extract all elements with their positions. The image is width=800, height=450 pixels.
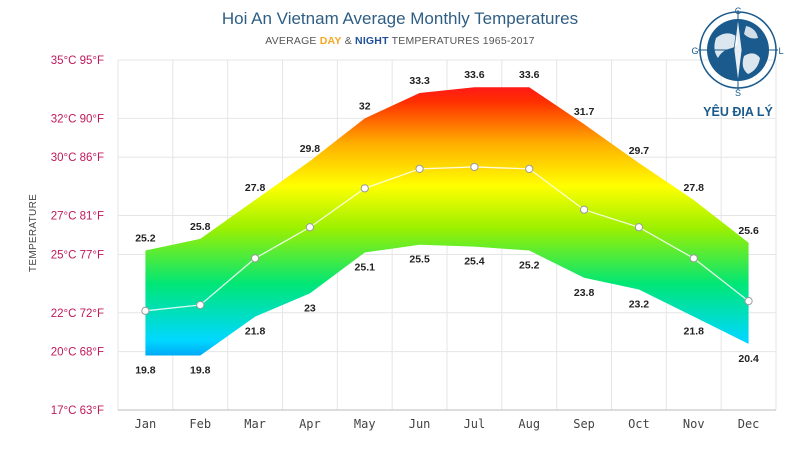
mean-point [689, 254, 698, 263]
night-value-label: 23.8 [574, 287, 595, 299]
y-axis-label: TEMPERATURE [28, 194, 39, 272]
x-tick-label: Sep [573, 417, 595, 431]
svg-text:S: S [735, 88, 741, 98]
logo-text: YÊU ĐỊA LÝ [703, 104, 773, 119]
day-value-label: 32 [359, 100, 371, 112]
y-tick-label: 17°C 63°F [51, 405, 104, 417]
x-tick-label: May [354, 417, 376, 431]
day-value-label: 31.7 [574, 106, 595, 118]
day-value-label: 33.3 [409, 75, 430, 87]
day-value-label: 25.8 [190, 221, 211, 233]
mean-points [141, 162, 753, 315]
globe-compass-icon: C G L S [691, 6, 783, 98]
day-value-label: 25.6 [738, 225, 759, 237]
night-value-label: 25.1 [355, 262, 376, 274]
x-tick-label: Dec [738, 417, 760, 431]
night-value-label: 25.2 [519, 260, 540, 272]
day-value-label: 29.8 [300, 143, 321, 155]
x-tick-label: Jul [464, 417, 486, 431]
x-tick-label: Jan [135, 417, 157, 431]
night-value-label: 25.5 [409, 254, 430, 266]
mean-temperature-line [145, 166, 749, 312]
x-tick-label: Nov [683, 417, 705, 431]
x-tick-label: Mar [244, 417, 266, 431]
svg-text:C: C [735, 6, 742, 16]
mean-point [470, 162, 479, 172]
night-value-label: 20.4 [738, 353, 759, 365]
y-tick-label: 32°C 90°F [51, 113, 104, 125]
y-axis-ticks: 17°C 63°F 20°C 68°F 22°C 72°F 25°C 77°F 27°C… [51, 55, 104, 417]
svg-text:G: G [691, 46, 698, 56]
x-axis-ticks: Jan Feb Mar Apr May Jun Jul Aug Sep Oct Nov Dec [135, 417, 760, 431]
day-value-label: 33.6 [519, 69, 540, 81]
night-value-label: 21.8 [684, 326, 705, 338]
x-tick-label: Feb [189, 417, 211, 431]
y-tick-label: 30°C 86°F [51, 152, 104, 164]
chart-subtitle: AVERAGE DAY & NIGHT TEMPERATURES 1965-20… [265, 35, 534, 47]
mean-point [744, 297, 753, 306]
y-tick-label: 25°C 77°F [51, 249, 104, 261]
night-value-label: 21.8 [245, 326, 266, 338]
mean-point [634, 223, 644, 232]
data-labels: 25.2 25.8 27.8 29.8 32 33.3 33.6 33.6 31.7 29.7 27… [135, 69, 759, 376]
mean-point [579, 205, 589, 214]
day-value-label: 29.7 [629, 145, 650, 157]
mean-point [415, 164, 424, 173]
mean-point [196, 300, 205, 310]
x-tick-label: Apr [299, 417, 321, 431]
logo: C G L S YÊU ĐỊA LÝ [691, 6, 783, 119]
y-tick-label: 35°C 95°F [51, 55, 104, 67]
x-tick-label: Oct [628, 417, 650, 431]
y-tick-label: 22°C 72°F [51, 308, 104, 320]
night-value-label: 25.4 [464, 256, 485, 268]
y-tick-label: 27°C 81°F [51, 211, 104, 223]
mean-point [360, 184, 369, 193]
y-tick-label: 20°C 68°F [51, 347, 104, 359]
svg-text:L: L [778, 46, 783, 56]
night-value-label: 23.2 [629, 298, 650, 310]
night-value-label: 23 [304, 302, 316, 314]
x-tick-label: Aug [518, 417, 540, 431]
mean-point [141, 306, 150, 315]
x-tick-label: Jun [409, 417, 431, 431]
mean-point [305, 223, 315, 232]
mean-point [525, 164, 534, 173]
night-value-label: 19.8 [135, 365, 156, 377]
mean-point [250, 254, 260, 263]
night-value-label: 19.8 [190, 365, 211, 377]
day-value-label: 33.6 [464, 69, 485, 81]
day-value-label: 25.2 [135, 233, 156, 245]
day-value-label: 27.8 [245, 182, 266, 194]
temperature-range-area [145, 87, 749, 356]
day-value-label: 27.8 [684, 182, 705, 194]
chart-title: Hoi An Vietnam Average Monthly Temperatu… [222, 9, 578, 28]
